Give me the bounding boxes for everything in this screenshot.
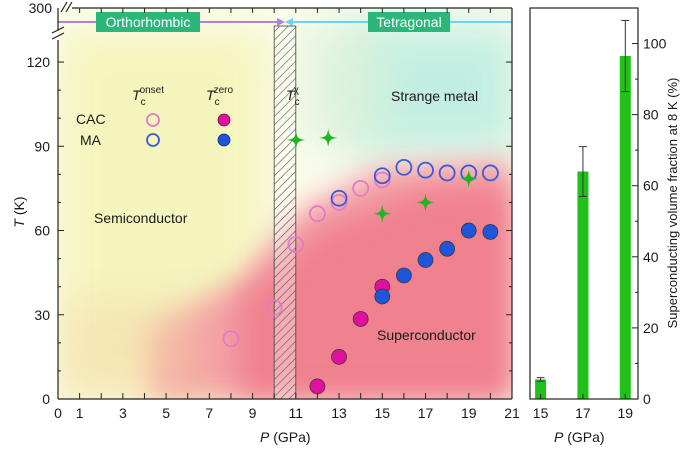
phase-bars: Orthorhombic Tetragonal: [58, 12, 512, 32]
legend-marker-cac-onset: [146, 113, 160, 127]
data-markers: [222, 128, 499, 395]
point-ma-tc-zero-2: [417, 252, 434, 268]
point-cac-tc-onset-5: [352, 179, 370, 197]
bar-x-tick-label-15: 15: [533, 405, 549, 421]
error-bar-17: [578, 146, 587, 197]
series-1: [330, 158, 499, 207]
point-ma-tc-zero-0: [374, 288, 391, 305]
point-cac-tc-onset-1: [265, 299, 283, 317]
error-bar-15: [536, 377, 545, 382]
bar-y-tick-label-60: 60: [643, 178, 659, 194]
point-ma-tc-zero-3: [439, 240, 455, 257]
point-ma-tc-zero-4: [460, 222, 477, 239]
point-cac-tc-onset-6: [373, 171, 391, 189]
point-cac-tc-onset-2: [287, 236, 305, 253]
bar-y-tick-label-0: 0: [643, 391, 651, 407]
tetragonal-label: Tetragonal: [376, 14, 441, 30]
x-tick-label-9: 9: [249, 405, 257, 421]
bar-y-axis-title: Superconducting volume fraction at 8 K (…: [665, 78, 680, 329]
region-label-semiconductor: Semiconductor: [94, 210, 188, 226]
x-tick-label-7: 7: [205, 405, 213, 421]
point-cac-tc-onset-0: [222, 330, 240, 348]
bar-y-tick-label-40: 40: [643, 249, 659, 265]
legend-marker-ma-onset: [146, 133, 160, 147]
x-tick-label-13: 13: [331, 405, 347, 421]
point-ma-tc-onset-1: [373, 167, 391, 185]
error-bar-19: [621, 19, 630, 93]
orthorhombic-label: Orthorhombic: [106, 14, 191, 30]
legend-marker-ma-zero: [217, 133, 231, 147]
x-tick-label-19: 19: [461, 405, 477, 421]
point-ma-tc-onset-4: [438, 164, 456, 182]
legend-header-chi: Tcχ: [286, 85, 300, 108]
point-ma-tc-zero-5: [482, 224, 499, 240]
x-tick-label-1: 1: [76, 405, 84, 421]
x-tick-label-11: 11: [289, 405, 304, 421]
bar-17: [577, 171, 589, 399]
bar-y-tick-label-100: 100: [643, 36, 667, 52]
legend-row-ma: MA: [80, 132, 102, 148]
y-axis-title: T (K): [11, 196, 27, 227]
bar-y-tick-label-80: 80: [643, 107, 659, 123]
legend-header-zero: Tczero: [206, 85, 233, 108]
point-ma-tc-onset-2: [395, 158, 413, 176]
x-tick-label-5: 5: [162, 405, 170, 421]
bar-x-axis-title: P (GPa): [554, 429, 605, 445]
series-3: [374, 222, 499, 305]
point-cac-tc-onset-3: [309, 205, 326, 223]
bar-axes: 15 17 19 0 20 40 60 80 100: [529, 7, 667, 421]
y-axis-break: [51, 26, 65, 40]
legend: Tconset Tczero Tcχ CAC MA: [76, 85, 305, 149]
point-cac-tc-zero-2: [352, 311, 369, 327]
y-tick-label-60: 60: [34, 223, 50, 239]
bar-frame: [529, 7, 639, 400]
legend-header-onset: Tconset: [132, 85, 164, 108]
x-tick-label-21: 21: [504, 405, 520, 421]
x-tick-label-15: 15: [374, 405, 390, 421]
x-tick-label-3: 3: [119, 405, 127, 421]
legend-row-cac: CAC: [76, 111, 106, 127]
region-label-superconductor: Superconductor: [377, 327, 476, 343]
bar-y-tick-label-20: 20: [643, 320, 659, 336]
y-tick-label-90: 90: [34, 138, 50, 154]
bars: [535, 19, 631, 400]
y-tick-label-120: 120: [27, 54, 51, 70]
legend-marker-cac-zero: [217, 113, 231, 127]
top-axis-break: [60, 1, 73, 13]
point-ma-tc-onset-6: [481, 164, 499, 182]
x-tick-label-17: 17: [418, 405, 434, 421]
series-0: [222, 171, 391, 348]
orthorhombic-arrow: [277, 18, 285, 26]
point-ma-tc-zero-1: [396, 267, 412, 284]
volume-fraction-panel: 15 17 19 0 20 40 60 80 100 P (GPa) Superconducti…: [529, 7, 680, 445]
point-ma-tc-onset-0: [330, 189, 348, 207]
bar-x-tick-label-19: 19: [618, 405, 634, 421]
bar-x-tick-label-17: 17: [575, 405, 591, 421]
point-cac-tc-onset-4: [330, 194, 348, 211]
point-ma-tc-onset-3: [417, 161, 434, 179]
bar-15: [535, 379, 547, 399]
orthorhombic-label-box: [96, 12, 200, 32]
bar-19: [619, 55, 631, 400]
y-tick-top: 300: [29, 0, 53, 16]
point-cac-tc-zero-1: [331, 349, 347, 365]
transition-hatched-band: [273, 25, 297, 400]
point-cac-tc-zero-0: [309, 378, 326, 395]
x-axis-title: P (GPa): [260, 429, 311, 445]
region-label-strange-metal: Strange metal: [391, 88, 478, 104]
tetragonal-arrow: [285, 18, 293, 26]
tetragonal-label-box: [368, 12, 450, 32]
y-tick-label-30: 30: [34, 307, 50, 323]
y-tick-label-0: 0: [42, 391, 50, 407]
x-tick-label-0: 0: [54, 405, 62, 421]
